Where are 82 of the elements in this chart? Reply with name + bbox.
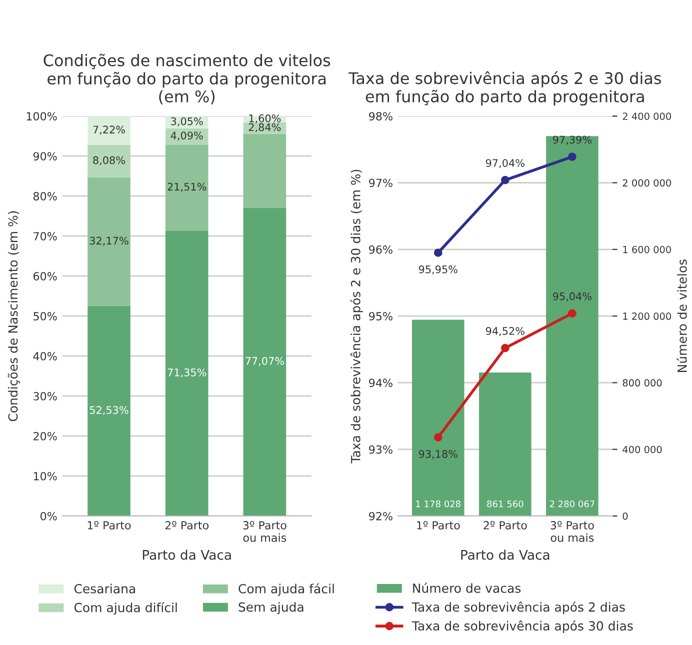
y-axis-title: Taxa de sobrevivência após 2 e 30 dias (em %) <box>350 170 363 464</box>
y2-tick-label: 400 000 <box>622 446 662 454</box>
chart-title: Taxa de sobrevivência após 2 e 30 dias em função do parto da progenitora <box>348 71 661 106</box>
y-tick-label: 20% <box>34 432 57 440</box>
y-tick-label: 40% <box>33 352 57 360</box>
y2-tick-label: 0 <box>622 512 628 520</box>
data-label: 21,51% <box>168 182 206 192</box>
bar <box>479 372 532 516</box>
bar <box>88 306 130 516</box>
y-tick-label: 98% <box>369 112 392 120</box>
y2-tick-label: 2 400 000 <box>622 112 671 120</box>
data-label: 8,08% <box>93 156 125 166</box>
x-tick-label: 1º Parto <box>417 521 460 530</box>
data-label: 97,04% <box>486 159 524 168</box>
y-tick-label: 100% <box>26 112 57 120</box>
data-label: 95,04% <box>552 292 592 302</box>
legend-label: Com ajuda difícil <box>74 602 177 615</box>
data-label: 1,60% <box>249 114 281 124</box>
x-tick-label: 1º Parto <box>88 521 131 530</box>
y-tick-label: 90% <box>33 152 57 160</box>
bar <box>412 320 464 516</box>
legend-label: Taxa de sobrevivência após 2 dias <box>412 602 625 614</box>
y-tick-label: 94% <box>369 378 392 388</box>
data-label: 2,84% <box>248 123 281 132</box>
bar <box>165 144 208 231</box>
data-label: 52,53% <box>90 406 128 416</box>
y2-tick-label: 1 200 000 <box>623 312 671 320</box>
bar <box>243 134 286 208</box>
y-tick-label: 95% <box>369 312 392 320</box>
bar <box>88 116 130 145</box>
data-label: 7,22% <box>93 126 125 135</box>
data-label: 2 280 067 <box>550 500 594 508</box>
data-label: 3,05% <box>171 117 203 126</box>
y-tick-label: 80% <box>33 192 57 200</box>
point <box>568 309 576 318</box>
point <box>568 152 576 161</box>
y-tick-label: 0% <box>40 512 57 520</box>
point <box>500 344 510 352</box>
bar <box>165 230 208 516</box>
point <box>434 433 442 442</box>
y-tick-label: 93% <box>369 445 392 454</box>
x-tick-label: 3º Parto ou mais <box>243 521 286 542</box>
bar <box>88 177 130 306</box>
y-tick-label: 30% <box>34 392 57 400</box>
y-tick-label: 96% <box>369 245 392 254</box>
x-axis-title: Parto da Vaca <box>142 550 231 560</box>
data-label: 861 560 <box>487 500 524 508</box>
y2-axis-title: Número de vitelos <box>676 260 687 372</box>
data-label: 93,18% <box>418 450 458 459</box>
x-tick-label: 2º Parto <box>165 521 209 530</box>
legend-label: Taxa de sobrevivência após 30 dias <box>412 620 633 634</box>
data-label: 97,39% <box>552 136 592 145</box>
y-tick-label: 92% <box>369 512 392 520</box>
data-label: 4,09% <box>170 132 203 141</box>
legend-label: Cesariana <box>74 584 136 594</box>
point <box>434 248 442 257</box>
data-label: 94,52% <box>486 327 524 336</box>
bar <box>546 136 598 516</box>
y-axis-title: Condições de Nascimento (em %) <box>8 211 20 422</box>
bar <box>243 208 286 516</box>
y-tick-label: 10% <box>34 472 57 480</box>
point <box>500 176 510 184</box>
y-tick-label: 97% <box>369 178 392 188</box>
y-tick-label: 70% <box>34 232 57 240</box>
bar <box>88 144 130 178</box>
data-label: 1 178 028 <box>416 500 460 508</box>
y2-tick-label: 1 600 000 <box>623 246 671 254</box>
legend-label: Número de vacas <box>413 582 521 593</box>
data-label: 95,95% <box>418 265 458 274</box>
data-label: 77,07% <box>246 357 284 366</box>
legend-label: Sem ajuda <box>238 602 304 614</box>
legend-label: Com ajuda fácil <box>238 583 334 596</box>
x-axis-title: Parto da Vaca <box>461 550 550 560</box>
y-tick-label: 50% <box>34 312 57 320</box>
chart-title: Condições de nascimento de vitelos em função do parto da progenitora (em %) <box>44 54 330 104</box>
y-tick-label: 60% <box>34 272 57 280</box>
x-tick-label: 2º Parto <box>484 521 527 530</box>
data-label: 32,17% <box>90 236 128 246</box>
x-tick-label: 3º Parto ou mais <box>550 521 594 542</box>
y2-tick-label: 2 000 000 <box>622 179 671 187</box>
y2-tick-label: 800 000 <box>622 379 662 387</box>
data-label: 71,35% <box>168 368 206 378</box>
